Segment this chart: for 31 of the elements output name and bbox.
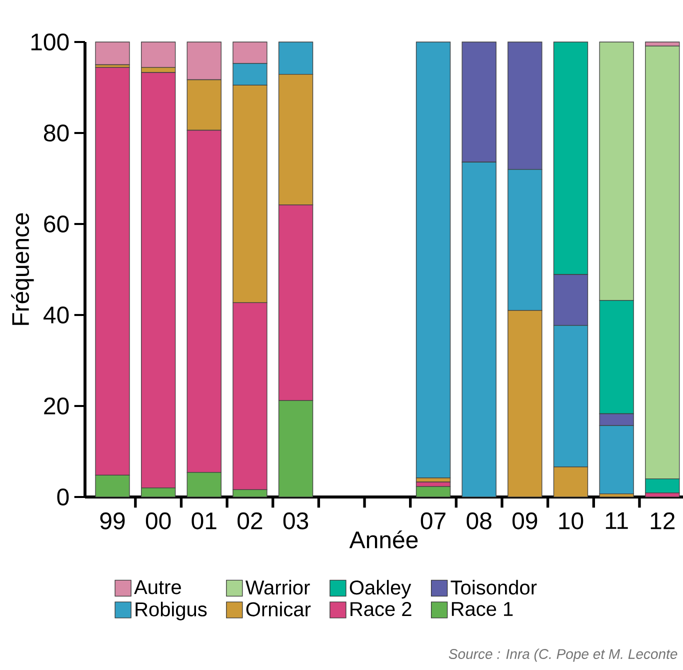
- x-tick-label: 02: [238, 512, 262, 530]
- x-tick-label: 09: [512, 512, 538, 530]
- legend-label: Oakley: [350, 580, 412, 599]
- legend-label: Autre: [134, 580, 181, 594]
- legend-label: Robigus: [136, 602, 207, 620]
- y-tick-label: 80: [44, 124, 69, 142]
- y-tick-label: 0: [57, 488, 69, 506]
- y-tick-label: 60: [44, 216, 69, 232]
- x-tick-label: 03: [283, 512, 308, 530]
- bar: [95, 42, 130, 66]
- legend-label: Ornicar: [246, 602, 311, 616]
- legend-label: Race 1: [452, 602, 513, 616]
- y-tick-label: 40: [43, 306, 69, 324]
- x-tick-label: 08: [466, 512, 492, 530]
- legend-label: Warrior: [245, 580, 310, 595]
- source-note: Source : Inra (C. Pope et M. Leconte: [448, 648, 678, 662]
- x-tick-label: 12: [650, 512, 675, 530]
- x-tick-label: 07: [420, 512, 446, 530]
- y-tick-label: 100: [31, 34, 69, 50]
- x-tick-label: 00: [146, 512, 171, 530]
- y-axis-title: Fréquence: [11, 213, 34, 325]
- x-tick-label: 01: [192, 512, 216, 530]
- bar: [416, 42, 451, 478]
- y-tick-label: 20: [44, 398, 69, 414]
- x-axis-title: Année: [349, 530, 418, 548]
- x-tick-label: 99: [100, 512, 125, 530]
- legend-label: Race 2: [350, 602, 412, 616]
- x-tick-label: 10: [559, 512, 584, 530]
- legend-label: Toisondor: [450, 580, 537, 595]
- bar: [140, 42, 176, 68]
- x-tick-label: 11: [606, 512, 628, 529]
